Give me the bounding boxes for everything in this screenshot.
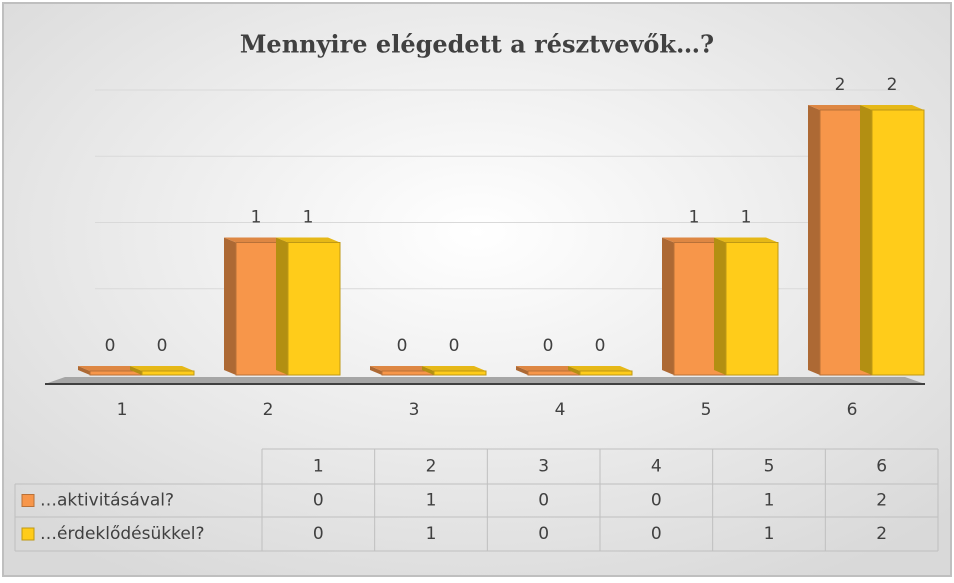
bar-side [276, 237, 288, 375]
bar-side [224, 237, 236, 375]
bar-side [860, 105, 872, 375]
value-label: 1 [689, 208, 700, 228]
bar-side [808, 105, 820, 375]
value-label: 1 [251, 208, 262, 228]
table-header: 5 [764, 457, 775, 477]
bar-top [860, 105, 924, 110]
table-cell: 0 [538, 524, 549, 544]
x-tick-label: 6 [847, 400, 858, 420]
table-cell: 0 [538, 491, 549, 511]
table-header: 1 [313, 457, 324, 477]
table-cell: 0 [313, 491, 324, 511]
x-tick-label: 4 [555, 400, 566, 420]
x-tick-label: 3 [409, 400, 420, 420]
bar [433, 370, 487, 376]
bar-side [130, 366, 142, 375]
table-header: 4 [651, 457, 662, 477]
bar-side [78, 366, 90, 375]
table-cell: 1 [426, 491, 437, 511]
table-cell: 0 [313, 524, 324, 544]
value-label: 0 [397, 336, 408, 356]
bar-top [78, 366, 142, 371]
x-tick-label: 5 [701, 400, 712, 420]
value-label: 0 [543, 336, 554, 356]
bar-top [568, 366, 632, 371]
bar [579, 370, 633, 376]
bar [287, 242, 341, 376]
table-cell: 2 [876, 491, 887, 511]
bar [725, 242, 779, 376]
bar-top [662, 237, 726, 243]
legend-swatch [21, 494, 35, 507]
bar-top [130, 366, 194, 371]
legend-label: …aktivitásával? [40, 491, 174, 511]
bar-top [370, 366, 434, 371]
value-label: 0 [157, 336, 168, 356]
floor [45, 377, 925, 384]
bar-side [370, 366, 382, 375]
x-tick-label: 1 [117, 400, 128, 420]
table-cell: 0 [651, 491, 662, 511]
table-cell: 1 [764, 491, 775, 511]
bar-top [808, 105, 872, 110]
x-tick-label: 2 [263, 400, 274, 420]
bar-top [516, 366, 580, 371]
value-label: 0 [105, 336, 116, 356]
bar-top [422, 366, 486, 371]
table-cell: 0 [651, 524, 662, 544]
bar-side [568, 366, 580, 375]
table-cell: 2 [876, 524, 887, 544]
bar [871, 109, 925, 376]
bar-side [422, 366, 434, 375]
table-header: 3 [538, 457, 549, 477]
value-label: 0 [595, 336, 606, 356]
value-label: 0 [449, 336, 460, 356]
table-cell: 1 [764, 524, 775, 544]
table-header: 6 [876, 457, 887, 477]
value-label: 1 [303, 208, 314, 228]
bar-side [516, 366, 528, 375]
value-label: 1 [741, 208, 752, 228]
legend-label: …érdeklődésükkel? [40, 524, 205, 544]
table-header: 2 [426, 457, 437, 477]
value-label: 2 [835, 75, 846, 95]
bar-side [714, 237, 726, 375]
bar-top [224, 237, 288, 243]
bar-top [714, 237, 778, 243]
chart-title: Mennyire elégedett a résztvevők…? [240, 30, 714, 59]
legend-swatch [21, 527, 35, 541]
bar [141, 370, 195, 376]
bar-top [276, 237, 340, 243]
bar-side [662, 237, 674, 375]
value-label: 2 [887, 75, 898, 95]
table-cell: 1 [426, 524, 437, 544]
